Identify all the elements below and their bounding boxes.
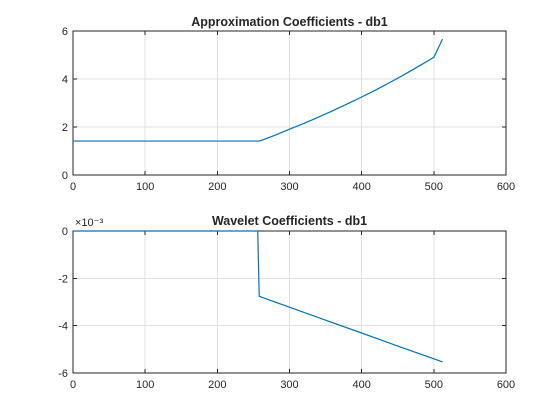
wavelet-x-tick-label: 600 bbox=[497, 379, 515, 391]
approximation-x-tick-label: 200 bbox=[208, 181, 226, 193]
wavelet-y-tick-label: -2 bbox=[58, 273, 68, 285]
wavelet-title: Wavelet Coefficients - db1 bbox=[212, 214, 367, 228]
approximation-x-tick-label: 100 bbox=[136, 181, 154, 193]
approximation-y-tick-label: 6 bbox=[62, 26, 68, 38]
approximation-y-tick-label: 4 bbox=[62, 74, 68, 86]
approximation-series-line bbox=[73, 38, 444, 142]
approximation-x-tick-label: 300 bbox=[280, 181, 298, 193]
approximation-y-tick-label: 2 bbox=[62, 122, 68, 134]
wavelet-y-tick-label: -4 bbox=[58, 321, 68, 333]
approximation-y-tick-label: 0 bbox=[62, 170, 68, 182]
approximation-plot-area: 0 100 200 300 400 500 600 0 2 4 6 bbox=[62, 26, 515, 193]
wavelet-x-tick-label: 200 bbox=[208, 379, 226, 391]
approximation-x-tick-label: 500 bbox=[425, 181, 443, 193]
wavelet-x-tick-label: 500 bbox=[425, 379, 443, 391]
wavelet-x-tick-label: 0 bbox=[70, 379, 76, 391]
wavelet-x-tick-label: 400 bbox=[352, 379, 370, 391]
wavelet-plot-area: 0 100 200 300 400 500 600 -6 -4 -2 0 bbox=[58, 226, 515, 391]
wavelet-x-tick-label: 300 bbox=[280, 379, 298, 391]
approximation-subplot: 0 100 200 300 400 500 600 0 2 4 6 Approximation Co… bbox=[62, 15, 515, 193]
approximation-x-tick-label: 0 bbox=[70, 181, 76, 193]
approximation-x-tick-label: 600 bbox=[497, 181, 515, 193]
approximation-title: Approximation Coefficients - db1 bbox=[191, 15, 388, 29]
wavelet-exponent-label: ×10⁻³ bbox=[75, 217, 103, 229]
wavelet-x-tick-label: 100 bbox=[136, 379, 154, 391]
wavelet-series-line bbox=[73, 230, 443, 363]
approximation-x-tick-label: 400 bbox=[352, 181, 370, 193]
wavelet-y-tick-label: -6 bbox=[58, 368, 68, 380]
wavelet-subplot: 0 100 200 300 400 500 600 -6 -4 -2 0 Wavelet Coeff… bbox=[58, 214, 515, 391]
wavelet-y-tick-label: 0 bbox=[62, 226, 68, 238]
